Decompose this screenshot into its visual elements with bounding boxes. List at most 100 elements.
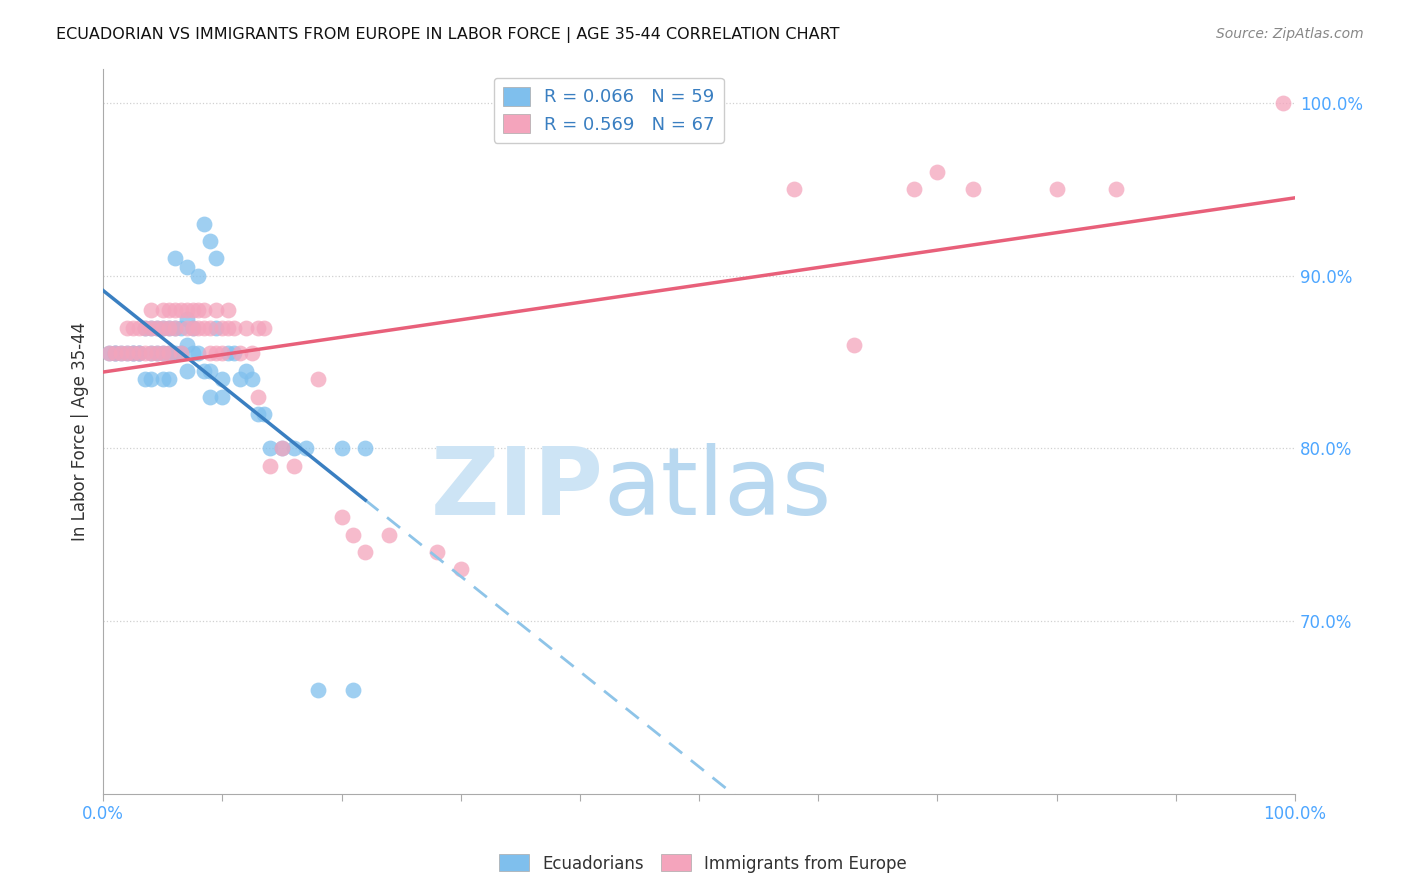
- Point: [139, 320, 162, 334]
- Point: [842, 338, 865, 352]
- Point: [253, 320, 276, 334]
- Point: [176, 338, 198, 352]
- Point: [115, 346, 138, 360]
- Point: [205, 346, 228, 360]
- Point: [176, 260, 198, 274]
- Point: [134, 320, 156, 334]
- Point: [139, 303, 162, 318]
- Point: [247, 407, 270, 421]
- Point: [783, 182, 806, 196]
- Point: [128, 320, 150, 334]
- Point: [205, 320, 228, 334]
- Point: [235, 364, 257, 378]
- Point: [200, 364, 222, 378]
- Point: [1272, 96, 1295, 111]
- Point: [240, 346, 263, 360]
- Point: [115, 346, 138, 360]
- Point: [187, 268, 209, 283]
- Point: [217, 303, 239, 318]
- Point: [187, 303, 209, 318]
- Point: [122, 320, 145, 334]
- Point: [157, 320, 180, 334]
- Point: [104, 346, 127, 360]
- Point: [205, 252, 228, 266]
- Point: [181, 346, 204, 360]
- Point: [169, 346, 191, 360]
- Point: [193, 303, 215, 318]
- Point: [98, 346, 121, 360]
- Point: [181, 320, 204, 334]
- Point: [134, 346, 156, 360]
- Point: [157, 346, 180, 360]
- Point: [110, 346, 132, 360]
- Point: [283, 442, 305, 456]
- Text: atlas: atlas: [603, 443, 832, 535]
- Point: [247, 390, 270, 404]
- Point: [211, 320, 233, 334]
- Point: [169, 303, 191, 318]
- Point: [271, 442, 294, 456]
- Point: [145, 320, 167, 334]
- Point: [205, 303, 228, 318]
- Point: [211, 390, 233, 404]
- Text: ECUADORIAN VS IMMIGRANTS FROM EUROPE IN LABOR FORCE | AGE 35-44 CORRELATION CHAR: ECUADORIAN VS IMMIGRANTS FROM EUROPE IN …: [56, 27, 839, 43]
- Text: Source: ZipAtlas.com: Source: ZipAtlas.com: [1216, 27, 1364, 41]
- Text: ZIP: ZIP: [430, 443, 603, 535]
- Point: [169, 346, 191, 360]
- Point: [145, 346, 167, 360]
- Point: [176, 320, 198, 334]
- Point: [145, 320, 167, 334]
- Point: [122, 346, 145, 360]
- Point: [271, 442, 294, 456]
- Point: [139, 346, 162, 360]
- Point: [247, 320, 270, 334]
- Point: [229, 346, 252, 360]
- Point: [235, 320, 257, 334]
- Point: [927, 165, 949, 179]
- Point: [330, 442, 353, 456]
- Point: [181, 303, 204, 318]
- Point: [229, 372, 252, 386]
- Point: [139, 346, 162, 360]
- Point: [163, 346, 186, 360]
- Point: [193, 364, 215, 378]
- Point: [211, 372, 233, 386]
- Point: [115, 320, 138, 334]
- Point: [128, 346, 150, 360]
- Point: [224, 320, 246, 334]
- Point: [134, 320, 156, 334]
- Point: [354, 545, 377, 559]
- Point: [163, 320, 186, 334]
- Point: [104, 346, 127, 360]
- Point: [1046, 182, 1069, 196]
- Point: [1105, 182, 1128, 196]
- Point: [157, 372, 180, 386]
- Point: [169, 320, 191, 334]
- Point: [122, 346, 145, 360]
- Point: [152, 303, 174, 318]
- Point: [157, 303, 180, 318]
- Point: [128, 346, 150, 360]
- Point: [200, 234, 222, 248]
- Point: [342, 527, 364, 541]
- Point: [307, 372, 329, 386]
- Legend: Ecuadorians, Immigrants from Europe: Ecuadorians, Immigrants from Europe: [492, 847, 914, 880]
- Point: [163, 252, 186, 266]
- Y-axis label: In Labor Force | Age 35-44: In Labor Force | Age 35-44: [72, 321, 89, 541]
- Point: [134, 372, 156, 386]
- Point: [110, 346, 132, 360]
- Point: [903, 182, 925, 196]
- Point: [128, 346, 150, 360]
- Point: [294, 442, 316, 456]
- Point: [211, 346, 233, 360]
- Point: [240, 372, 263, 386]
- Point: [122, 346, 145, 360]
- Point: [152, 346, 174, 360]
- Point: [200, 390, 222, 404]
- Point: [98, 346, 121, 360]
- Point: [283, 458, 305, 473]
- Point: [426, 545, 449, 559]
- Point: [145, 346, 167, 360]
- Legend: R = 0.066   N = 59, R = 0.569   N = 67: R = 0.066 N = 59, R = 0.569 N = 67: [494, 78, 724, 143]
- Point: [139, 372, 162, 386]
